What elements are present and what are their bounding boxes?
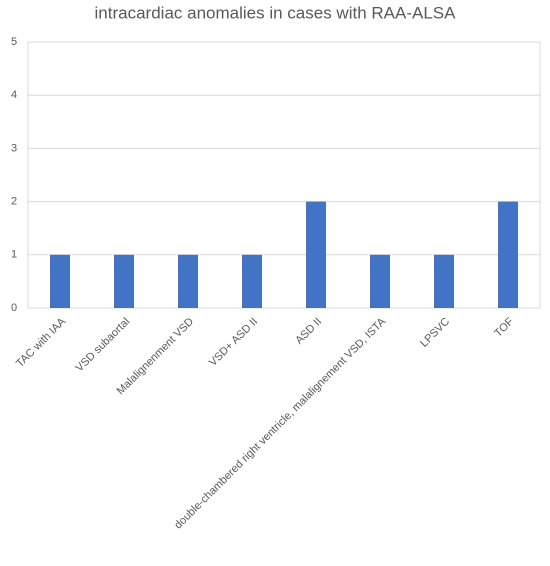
x-tick-label: LPSVC <box>418 316 452 350</box>
bar <box>370 254 390 308</box>
y-tick-label: 3 <box>11 142 17 154</box>
bar <box>242 254 262 308</box>
y-tick-label: 5 <box>11 36 17 48</box>
bar <box>114 254 134 308</box>
bar <box>50 254 70 308</box>
x-tick-label: VSD subaortal <box>74 316 133 375</box>
x-tick-label: VSD+ ASD II <box>207 316 260 369</box>
chart-title: intracardiac anomalies in cases with RAA… <box>95 3 457 22</box>
bar <box>178 254 198 308</box>
x-tick-label: TOF <box>492 315 516 339</box>
y-tick-label: 0 <box>11 302 17 314</box>
x-tick-label: double-chambered right ventricle, malali… <box>172 315 388 531</box>
bar <box>498 201 518 308</box>
y-tick-label: 1 <box>11 249 17 261</box>
bar <box>434 254 454 308</box>
y-tick-label: 4 <box>11 89 17 101</box>
y-tick-label: 2 <box>11 196 17 208</box>
plot-area <box>27 41 541 309</box>
x-tick-label: TAC with IAA <box>14 315 69 370</box>
x-tick-label: ASD II <box>293 316 324 347</box>
bar <box>306 201 326 308</box>
